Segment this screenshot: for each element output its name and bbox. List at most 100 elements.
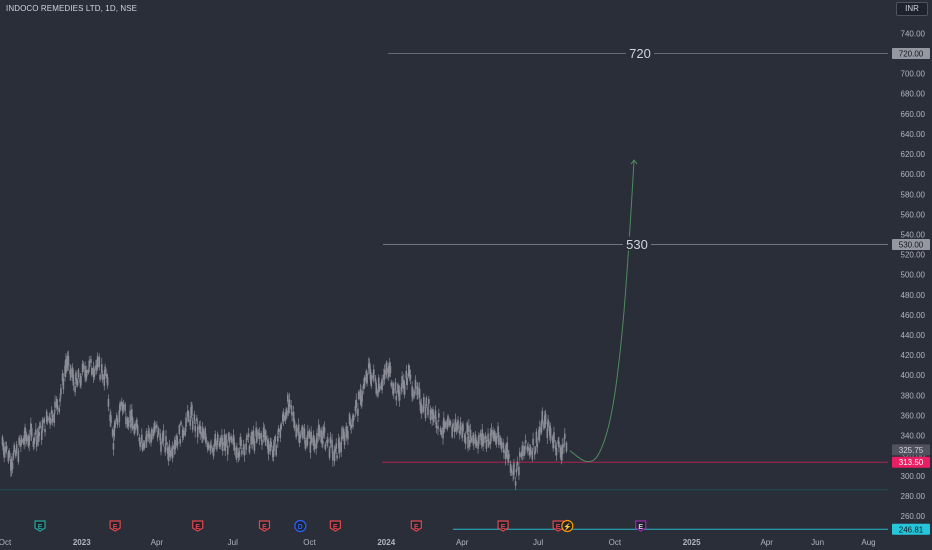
candle-body	[121, 401, 123, 407]
future-earnings-badge[interactable]: E	[635, 520, 647, 532]
earnings-badge[interactable]: E	[329, 520, 341, 532]
earnings-badge[interactable]: E	[192, 520, 204, 532]
candle-body	[563, 443, 565, 448]
candle-body	[23, 435, 25, 445]
candle-body	[287, 394, 289, 402]
candle-body	[316, 432, 318, 444]
candle-body	[139, 441, 141, 447]
candle-body	[131, 417, 134, 430]
candle-body	[287, 403, 290, 414]
candle-body	[359, 389, 362, 401]
candle-body	[524, 440, 527, 444]
candle-body	[293, 420, 296, 429]
candle-body	[285, 409, 287, 418]
earnings-badge[interactable]: E	[109, 520, 121, 532]
candle-body	[212, 447, 215, 457]
candle-body	[263, 430, 266, 435]
dividend-badge[interactable]: D	[294, 519, 307, 533]
candle-body	[88, 360, 91, 368]
candle-body	[372, 369, 375, 378]
candle-body	[95, 365, 97, 371]
candle-body	[425, 397, 428, 407]
candle-body	[58, 408, 61, 412]
candle-body	[301, 427, 303, 436]
candle-body	[557, 440, 559, 444]
candle-body	[470, 437, 473, 442]
candle-body	[306, 437, 308, 447]
earnings-badge[interactable]: E	[497, 520, 509, 532]
candle-body	[141, 444, 144, 451]
candle-body	[395, 395, 398, 401]
candle-body	[412, 389, 414, 399]
earnings-badge[interactable]: E	[34, 520, 46, 532]
candle-body	[76, 379, 79, 386]
candle-body	[377, 377, 380, 390]
candle-body	[100, 364, 103, 373]
candle-body	[355, 399, 358, 408]
candle-body	[515, 469, 518, 473]
candle-body	[409, 374, 412, 380]
candle-body	[25, 434, 28, 442]
candle-body	[191, 420, 194, 430]
candle-body	[64, 365, 66, 377]
candle-body	[302, 426, 304, 439]
candle-body	[488, 441, 490, 446]
candle-body	[548, 425, 551, 436]
candle-body	[17, 450, 20, 462]
candle-body	[518, 452, 521, 457]
candle-body	[386, 367, 388, 373]
candle-body	[318, 427, 321, 437]
candle-body	[82, 364, 85, 370]
candle-body	[543, 415, 546, 424]
axis-price-tag-bg	[892, 48, 930, 60]
split-badge[interactable]: ⚡	[561, 519, 574, 533]
candle-body	[334, 448, 337, 452]
candle-body	[50, 409, 53, 414]
candle-body	[13, 444, 15, 452]
y-tick-label: 660.00	[901, 110, 926, 119]
projection-layer	[569, 159, 638, 463]
candle-body	[77, 369, 80, 378]
y-tick-label: 600.00	[901, 170, 926, 179]
candle-body	[61, 373, 64, 382]
candle-body	[92, 367, 95, 378]
candle-body	[258, 433, 261, 440]
candle-body	[224, 440, 227, 452]
candle-body	[38, 432, 41, 437]
candle-body	[127, 420, 130, 427]
y-tick-label: 380.00	[901, 391, 926, 400]
candle-body	[509, 463, 512, 473]
line-labels-layer: 720 530	[623, 45, 654, 252]
line-label-bg	[626, 45, 654, 60]
earnings-badge-shape	[329, 520, 341, 532]
earnings-badge[interactable]: E	[410, 520, 422, 532]
earnings-badge[interactable]: E	[552, 520, 564, 532]
candle-body	[375, 383, 378, 394]
candle-body	[348, 413, 351, 425]
candle-body	[106, 377, 109, 386]
candle-body	[538, 429, 540, 441]
candle-body	[277, 428, 280, 433]
candle-body	[324, 444, 327, 450]
candle-body	[79, 378, 81, 383]
candle-body	[531, 450, 534, 460]
price-axis: 740.00 720.00 700.00 680.00 660.00 640.00 620.…	[892, 29, 930, 535]
candle-body	[331, 439, 333, 448]
candle-body	[282, 413, 284, 422]
candle-body	[372, 375, 374, 379]
earnings-badge-shape	[552, 520, 564, 532]
candle-body	[118, 410, 121, 423]
currency-button[interactable]: INR	[896, 2, 928, 16]
candle-body	[345, 426, 348, 438]
candle-body	[536, 443, 539, 448]
axis-price-tag-bg	[892, 523, 930, 535]
candle-body	[44, 429, 46, 433]
candle-body	[190, 407, 192, 416]
axis-price-tag-bg	[892, 456, 930, 468]
earnings-badge[interactable]: E	[258, 520, 271, 532]
candle-body	[240, 439, 242, 446]
candle-body	[398, 391, 401, 401]
candle-body	[124, 403, 126, 412]
candle-body	[551, 437, 554, 441]
